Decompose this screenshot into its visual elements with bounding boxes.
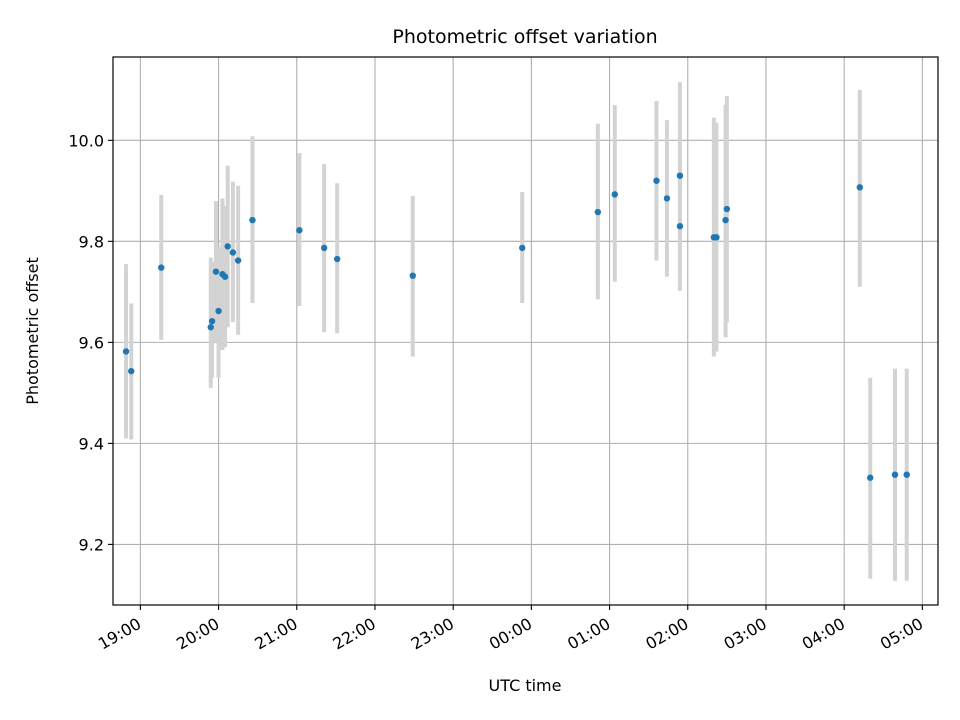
data-point [158, 264, 165, 271]
data-point [409, 272, 416, 279]
y-tick-label: 9.6 [79, 333, 104, 352]
data-point [722, 216, 729, 224]
data-point [723, 205, 731, 213]
data-point [320, 244, 328, 252]
data-point [519, 244, 526, 252]
data-point [215, 307, 222, 315]
data-point [333, 255, 341, 263]
y-tick-label: 10.0 [68, 131, 104, 150]
plot-frame [112, 56, 939, 606]
data-point [249, 216, 256, 224]
x-axis-label: UTC time [489, 676, 562, 695]
data-point [296, 227, 303, 234]
data-point [676, 222, 684, 230]
data-point [208, 317, 216, 325]
data-point [856, 184, 864, 191]
data-point [128, 367, 135, 375]
data-point [713, 234, 720, 241]
y-axis-label: Photometric offset [23, 257, 42, 405]
data-point [122, 348, 130, 355]
y-tick-label: 9.2 [79, 535, 104, 554]
y-tick-label: 9.4 [79, 434, 104, 453]
data-point [653, 177, 660, 184]
data-points [122, 172, 910, 481]
chart-title: Photometric offset variation [392, 26, 657, 48]
data-point [221, 273, 229, 280]
data-point [224, 243, 231, 250]
y-axis-ticks: 9.2 9.4 9.6 9.8 10.0 [68, 131, 113, 554]
data-point [212, 268, 220, 275]
data-point [903, 471, 910, 478]
data-point [229, 249, 237, 256]
grid [113, 57, 938, 605]
data-point [234, 257, 242, 264]
data-point [891, 471, 899, 478]
data-point [663, 195, 671, 202]
data-point [594, 208, 602, 216]
data-point [611, 191, 618, 198]
y-tick-label: 9.8 [79, 232, 104, 251]
data-point [676, 172, 684, 179]
data-point [867, 474, 874, 481]
data-point [207, 324, 214, 331]
